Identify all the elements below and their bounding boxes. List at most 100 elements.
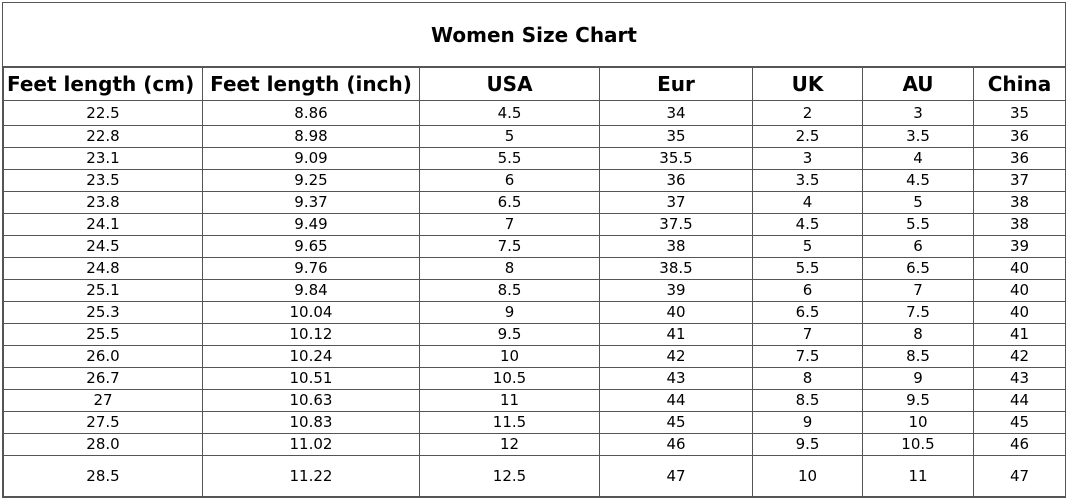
cell-china: 46 — [973, 433, 1066, 456]
cell-feet-length-inch: 9.76 — [202, 257, 420, 280]
cell-china: 47 — [973, 455, 1066, 497]
cell-china: 35 — [973, 100, 1066, 126]
cell-feet-length-inch: 9.49 — [202, 213, 420, 236]
cell-usa: 8.5 — [419, 279, 600, 302]
cell-feet-length-inch: 11.22 — [202, 455, 420, 497]
cell-usa: 11 — [419, 389, 600, 412]
cell-feet-length-cm: 22.5 — [3, 100, 203, 126]
cell-feet-length-inch: 9.25 — [202, 169, 420, 192]
cell-uk: 9.5 — [752, 433, 863, 456]
cell-uk: 6 — [752, 279, 863, 302]
cell-au: 8 — [862, 323, 974, 346]
cell-feet-length-cm: 28.0 — [3, 433, 203, 456]
cell-au: 7 — [862, 279, 974, 302]
cell-feet-length-cm: 25.1 — [3, 279, 203, 302]
cell-usa: 11.5 — [419, 411, 600, 434]
cell-usa: 10.5 — [419, 367, 600, 390]
cell-feet-length-inch: 8.86 — [202, 100, 420, 126]
cell-eur: 40 — [599, 301, 753, 324]
cell-feet-length-cm: 25.3 — [3, 301, 203, 324]
table-row: 25.1 9.84 8.5 39 6 7 40 — [3, 279, 1066, 302]
cell-au: 3.5 — [862, 125, 974, 148]
cell-usa: 9.5 — [419, 323, 600, 346]
cell-china: 40 — [973, 301, 1066, 324]
cell-usa: 7.5 — [419, 235, 600, 258]
cell-eur: 42 — [599, 345, 753, 368]
cell-au: 8.5 — [862, 345, 974, 368]
cell-china: 42 — [973, 345, 1066, 368]
cell-eur: 37 — [599, 191, 753, 214]
column-header-feet-length-cm: Feet length (cm) — [3, 67, 203, 101]
cell-uk: 4.5 — [752, 213, 863, 236]
cell-eur: 37.5 — [599, 213, 753, 236]
cell-usa: 5.5 — [419, 147, 600, 170]
cell-china: 40 — [973, 279, 1066, 302]
cell-eur: 35.5 — [599, 147, 753, 170]
cell-uk: 2.5 — [752, 125, 863, 148]
cell-uk: 5.5 — [752, 257, 863, 280]
cell-usa: 8 — [419, 257, 600, 280]
table-row: 28.5 11.22 12.5 47 10 11 47 — [3, 455, 1066, 497]
column-header-usa: USA — [419, 67, 600, 101]
cell-au: 9.5 — [862, 389, 974, 412]
chart-title: Women Size Chart — [3, 3, 1065, 67]
column-header-china: China — [973, 67, 1066, 101]
cell-usa: 7 — [419, 213, 600, 236]
table-row: 27.5 10.83 11.5 45 9 10 45 — [3, 411, 1066, 434]
cell-feet-length-cm: 26.7 — [3, 367, 203, 390]
table-row: 23.1 9.09 5.5 35.5 3 4 36 — [3, 147, 1066, 170]
cell-uk: 10 — [752, 455, 863, 497]
cell-eur: 34 — [599, 100, 753, 126]
cell-feet-length-inch: 9.65 — [202, 235, 420, 258]
cell-feet-length-cm: 22.8 — [3, 125, 203, 148]
table-row: 23.8 9.37 6.5 37 4 5 38 — [3, 191, 1066, 214]
cell-china: 43 — [973, 367, 1066, 390]
cell-feet-length-cm: 26.0 — [3, 345, 203, 368]
cell-usa: 12 — [419, 433, 600, 456]
cell-au: 9 — [862, 367, 974, 390]
cell-feet-length-cm: 25.5 — [3, 323, 203, 346]
cell-usa: 6 — [419, 169, 600, 192]
cell-eur: 44 — [599, 389, 753, 412]
cell-usa: 5 — [419, 125, 600, 148]
cell-uk: 9 — [752, 411, 863, 434]
cell-uk: 6.5 — [752, 301, 863, 324]
cell-feet-length-inch: 10.04 — [202, 301, 420, 324]
column-header-eur: Eur — [599, 67, 753, 101]
cell-feet-length-inch: 10.24 — [202, 345, 420, 368]
cell-uk: 3.5 — [752, 169, 863, 192]
cell-feet-length-cm: 24.1 — [3, 213, 203, 236]
cell-au: 4 — [862, 147, 974, 170]
cell-eur: 41 — [599, 323, 753, 346]
table-row: 24.5 9.65 7.5 38 5 6 39 — [3, 235, 1066, 258]
cell-feet-length-inch: 9.09 — [202, 147, 420, 170]
table-row: 27 10.63 11 44 8.5 9.5 44 — [3, 389, 1066, 412]
cell-eur: 46 — [599, 433, 753, 456]
cell-china: 39 — [973, 235, 1066, 258]
cell-feet-length-inch: 10.63 — [202, 389, 420, 412]
table-body: 22.5 8.86 4.5 34 2 3 35 22.8 8.98 5 35 2.5 3.5 36 23.1… — [3, 100, 1066, 497]
cell-feet-length-inch: 8.98 — [202, 125, 420, 148]
cell-au: 6.5 — [862, 257, 974, 280]
cell-usa: 4.5 — [419, 100, 600, 126]
cell-feet-length-inch: 10.51 — [202, 367, 420, 390]
cell-feet-length-inch: 9.37 — [202, 191, 420, 214]
table-row: 28.0 11.02 12 46 9.5 10.5 46 — [3, 433, 1066, 456]
table-row: 23.5 9.25 6 36 3.5 4.5 37 — [3, 169, 1066, 192]
cell-usa: 12.5 — [419, 455, 600, 497]
table-row: 25.5 10.12 9.5 41 7 8 41 — [3, 323, 1066, 346]
cell-uk: 7.5 — [752, 345, 863, 368]
cell-feet-length-inch: 10.12 — [202, 323, 420, 346]
table-row: 25.3 10.04 9 40 6.5 7.5 40 — [3, 301, 1066, 324]
cell-feet-length-cm: 23.1 — [3, 147, 203, 170]
cell-feet-length-inch: 11.02 — [202, 433, 420, 456]
cell-au: 5 — [862, 191, 974, 214]
cell-feet-length-cm: 28.5 — [3, 455, 203, 497]
cell-china: 44 — [973, 389, 1066, 412]
cell-feet-length-cm: 27.5 — [3, 411, 203, 434]
cell-eur: 36 — [599, 169, 753, 192]
table-row: 24.1 9.49 7 37.5 4.5 5.5 38 — [3, 213, 1066, 236]
cell-china: 38 — [973, 213, 1066, 236]
cell-uk: 8.5 — [752, 389, 863, 412]
